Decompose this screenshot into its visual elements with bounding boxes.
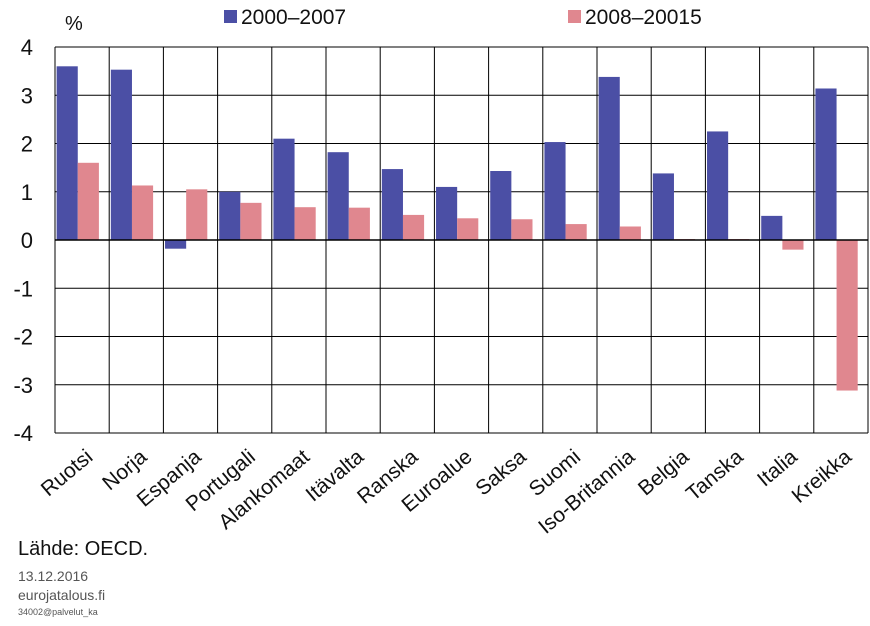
bar-series1 — [436, 186, 458, 240]
bar-series2 — [457, 218, 479, 240]
date-note: 13.12.2016 — [18, 568, 89, 584]
bar-series2 — [186, 189, 208, 240]
bar-series1 — [381, 169, 403, 240]
legend-label: 2000–2007 — [241, 6, 346, 29]
y-tick-label: -4 — [13, 421, 33, 446]
code-note: 34002@palvelut_ka — [18, 607, 98, 617]
legend-swatch — [568, 10, 581, 23]
bar-series1 — [761, 215, 783, 240]
x-tick-label: Saksa — [471, 445, 531, 500]
y-tick-label: -2 — [13, 325, 33, 350]
legend-label: 2008–20015 — [585, 6, 702, 29]
bar-series2 — [619, 226, 641, 240]
y-tick-label: -3 — [13, 373, 33, 398]
x-tick-label: Kreikka — [788, 445, 857, 508]
bar-series1 — [165, 240, 187, 249]
bar-series2 — [782, 240, 804, 250]
bar-series1 — [490, 171, 512, 240]
website-note: eurojatalous.fi — [18, 587, 106, 603]
bar-series2 — [131, 185, 154, 240]
bar-series2 — [240, 202, 262, 240]
bar-series1 — [327, 152, 349, 240]
legend-swatch — [224, 10, 237, 23]
source-note: Lähde: OECD. — [18, 538, 149, 560]
bar-series1 — [273, 138, 295, 240]
bar-series1 — [598, 76, 620, 240]
bar-series1 — [110, 69, 132, 241]
bar-series2 — [402, 214, 425, 240]
y-tick-label: 4 — [21, 35, 33, 60]
x-tick-label: Tanska — [682, 445, 748, 506]
legend: 2000–2007 2008–20015 — [224, 6, 702, 29]
bar-series1 — [652, 173, 674, 240]
y-tick-label: -1 — [13, 276, 33, 301]
bar-series1 — [707, 131, 729, 240]
y-tick-label: 1 — [21, 180, 33, 205]
x-tick-label: Ruotsi — [37, 445, 97, 501]
bar-series1 — [219, 191, 241, 240]
bar-series2 — [294, 207, 316, 240]
y-unit-label: % — [65, 13, 83, 35]
bar-series2 — [77, 162, 99, 240]
bar-series1 — [544, 142, 566, 240]
bar-series1 — [815, 88, 837, 241]
y-tick-label: 0 — [21, 228, 33, 253]
bar-series2 — [348, 207, 370, 240]
bar-series2 — [511, 219, 533, 240]
y-tick-label: 3 — [21, 83, 33, 108]
bar-series1 — [56, 66, 78, 240]
bar-series2 — [565, 224, 587, 240]
y-tick-label: 2 — [21, 132, 33, 157]
bar-series2 — [836, 240, 858, 391]
bars-layer — [56, 66, 858, 391]
